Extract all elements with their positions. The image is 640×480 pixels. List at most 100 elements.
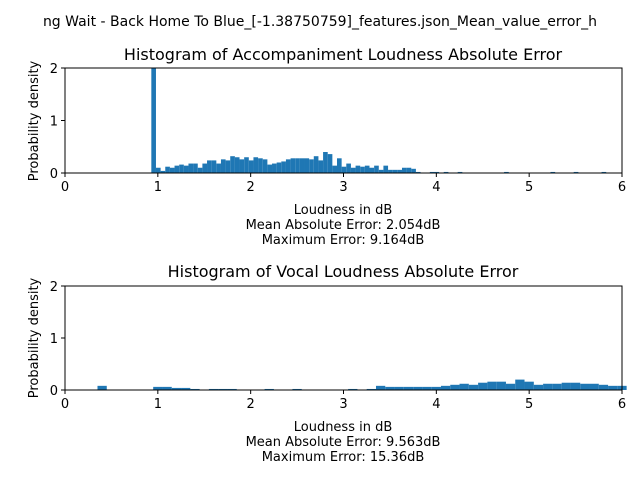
vocal-y-tick-label-2: 2 (50, 280, 58, 295)
accompaniment-max-error: Maximum Error: 9.164dB (262, 233, 425, 248)
accompaniment-bar-6 (179, 164, 184, 173)
accompaniment-bar-7 (183, 165, 189, 173)
accompaniment-bar-30 (290, 158, 296, 173)
accompaniment-bar-23 (258, 158, 263, 173)
accompaniment-bar-55 (406, 167, 412, 173)
accompaniment-y-axis-label: Probability density (27, 60, 42, 181)
accompaniment-bar-61 (457, 171, 463, 173)
vocal-bar-4 (181, 387, 191, 390)
vocal-bar-7 (218, 388, 228, 390)
vocal-bar-37 (598, 384, 609, 390)
accompaniment-bar-54 (401, 167, 407, 173)
vocal-bar-5 (190, 388, 200, 390)
accompaniment-bar-13 (211, 160, 217, 173)
accompaniment-bar-15 (220, 159, 226, 173)
vocal-bar-12 (366, 388, 376, 390)
accompaniment-bar-27 (276, 162, 282, 173)
vocal-bar-20 (440, 385, 451, 390)
accompaniment-bar-33 (304, 158, 310, 173)
accompaniment-bar-48 (374, 165, 379, 173)
vocal-y-tick-label-0: 0 (50, 384, 58, 399)
vocal-x-axis-label: Loudness in dB (294, 420, 393, 435)
accompaniment-bar-59 (434, 171, 440, 173)
vocal-bar-30 (533, 384, 544, 390)
vocal-chart-title: Histogram of Vocal Loudness Absolute Err… (168, 262, 519, 281)
accompaniment-bar-62 (504, 171, 509, 173)
vocal-bar-8 (227, 388, 237, 390)
accompaniment-bar-24 (262, 159, 268, 173)
accompaniment-bar-22 (253, 157, 259, 173)
accompaniment-bar-49 (378, 169, 384, 173)
vocal-bar-32 (552, 383, 562, 390)
vocal-plot-frame (64, 285, 623, 391)
vocal-bar-26 (496, 381, 506, 390)
vocal-bar-36 (589, 383, 599, 390)
vocal-bar-24 (478, 382, 488, 390)
accompaniment-bar-12 (207, 160, 212, 173)
accompaniment-mean-error: Mean Absolute Error: 2.054dB (246, 218, 441, 233)
vocal-x-tick-label-6: 6 (618, 397, 626, 412)
accompaniment-bar-35 (313, 156, 319, 173)
accompaniment-bar-25 (267, 164, 273, 173)
vocal-bar-14 (385, 386, 395, 390)
accompaniment-bar-4 (169, 167, 175, 173)
accompaniment-bar-16 (225, 160, 231, 173)
accompaniment-bar-32 (299, 158, 305, 173)
accompaniment-bar-60 (443, 171, 449, 173)
accompaniment-bar-41 (341, 166, 347, 173)
accompaniment-bar-3 (165, 166, 170, 173)
accompaniment-x-tick-label-1: 1 (154, 180, 162, 195)
vocal-x-tick-label-0: 0 (61, 397, 69, 412)
accompaniment-x-tick-label-6: 6 (618, 180, 626, 195)
accompaniment-y-tick-label-1: 1 (50, 115, 58, 130)
vocal-bar-22 (459, 383, 469, 390)
accompaniment-bar-14 (216, 163, 221, 173)
accompaniment-bar-34 (309, 159, 314, 173)
vocal-bar-23 (468, 384, 479, 390)
accompaniment-bar-28 (281, 161, 286, 173)
accompaniment-bar-65 (601, 171, 607, 173)
vocal-bar-11 (348, 388, 358, 390)
accompaniment-bar-43 (350, 167, 356, 173)
accompaniment-bar-11 (202, 163, 208, 173)
vocal-bar-6 (208, 388, 219, 390)
accompaniment-bar-36 (318, 160, 324, 173)
vocal-bar-35 (580, 383, 590, 390)
accompaniment-chart-title: Histogram of Accompaniment Loudness Abso… (124, 45, 563, 64)
accompaniment-x-tick-label-2: 2 (247, 180, 255, 195)
vocal-ticks: 0 1 2 3 4 5 6 0 1 2 (50, 280, 626, 412)
accompaniment-bar-52 (392, 169, 398, 173)
accompaniment-bar-50 (383, 165, 389, 173)
vocal-x-tick-label-5: 5 (525, 397, 533, 412)
vocal-bar-18 (422, 386, 432, 390)
accompaniment-ticks: 0 1 2 3 4 5 6 0 1 2 (50, 62, 626, 195)
accompaniment-bar-21 (248, 160, 254, 173)
accompaniment-bar-0 (151, 68, 156, 173)
accompaniment-x-tick-label-3: 3 (339, 180, 347, 195)
vocal-x-tick-label-3: 3 (339, 397, 347, 412)
accompaniment-bar-29 (285, 159, 291, 173)
vocal-bar-3 (171, 387, 182, 390)
accompaniment-bar-58 (429, 171, 435, 173)
accompaniment-bar-64 (573, 171, 579, 173)
vocal-bar-1 (153, 386, 163, 390)
vocal-x-tick-label-4: 4 (432, 397, 440, 412)
figure-suptitle: ng Wait - Back Home To Blue_[-1.38750759… (43, 14, 597, 30)
vocal-bar-17 (413, 386, 423, 390)
accompaniment-bar-2 (160, 170, 166, 173)
accompaniment-bar-46 (364, 165, 370, 173)
vocal-bar-9 (264, 388, 274, 390)
vocal-x-tick-label-1: 1 (154, 397, 162, 412)
vocal-x-tick-label-2: 2 (247, 397, 255, 412)
vocal-y-tick-label-1: 1 (50, 332, 58, 347)
accompaniment-bars (151, 68, 607, 173)
accompaniment-bar-47 (369, 167, 375, 173)
accompaniment-x-tick-label-4: 4 (432, 180, 440, 195)
vocal-max-error: Maximum Error: 15.36dB (262, 450, 425, 465)
vocal-bar-27 (505, 383, 516, 390)
accompaniment-x-tick-label-0: 0 (61, 180, 69, 195)
vocal-bar-13 (375, 385, 386, 390)
accompaniment-bar-38 (327, 154, 333, 173)
accompaniment-bar-57 (415, 171, 421, 173)
